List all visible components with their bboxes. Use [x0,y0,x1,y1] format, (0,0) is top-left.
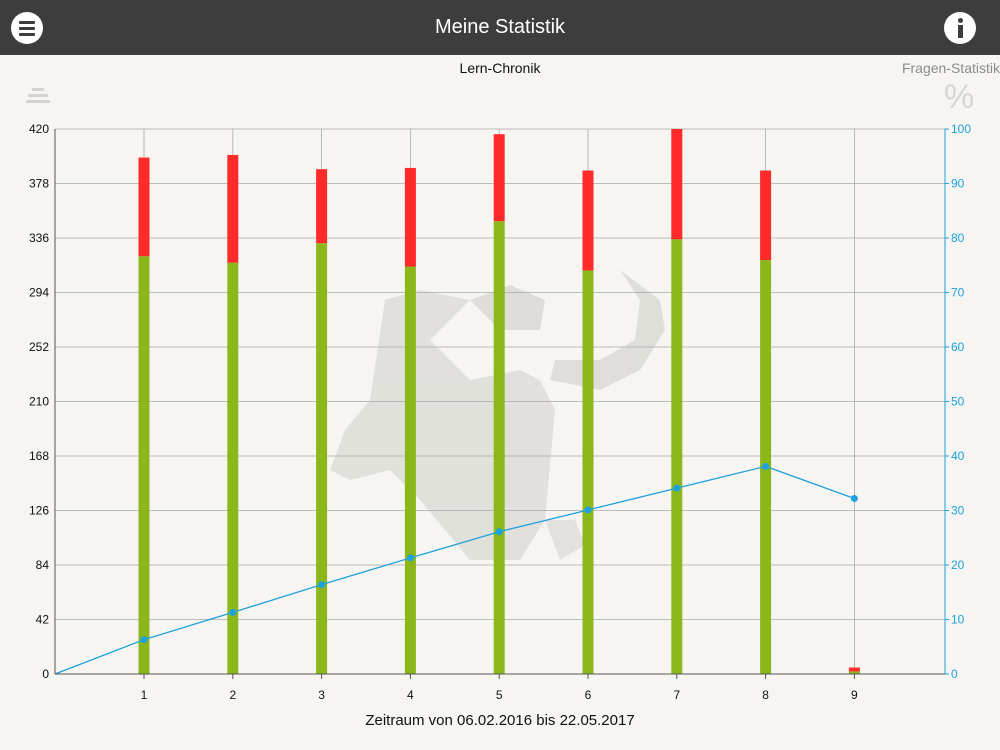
app-header: Meine Statistik [0,0,1000,55]
x-tick-label: 4 [407,688,414,702]
percent-point [762,462,770,470]
y2-tick-label: 90 [951,177,965,191]
y2-tick-label: 30 [951,504,965,518]
list-lines-icon[interactable] [26,88,50,108]
x-tick-label: 7 [673,688,680,702]
tab-fragen-statistik[interactable]: Fragen-Statistik [901,60,1000,76]
percent-point [140,636,148,644]
percent-point [584,506,592,514]
bar-wrong [227,154,239,263]
bar-wrong [582,170,594,271]
y2-tick-label: 70 [951,286,965,300]
y2-tick-label: 80 [951,231,965,245]
bar-wrong [138,157,150,257]
y-tick-label: 378 [29,177,49,191]
x-tick-label: 9 [851,688,858,702]
hamburger-menu-icon[interactable] [11,12,43,44]
y-tick-label: 126 [29,504,49,518]
percent-point [673,484,681,492]
y-tick-label: 336 [29,231,49,245]
y2-tick-label: 20 [951,558,965,572]
y-tick-label: 42 [36,613,50,627]
y2-tick-label: 10 [951,613,965,627]
x-tick-label: 8 [762,688,769,702]
bar-correct [493,221,505,674]
percent-point [229,608,237,616]
y2-tick-label: 40 [951,449,965,463]
bar-correct [138,256,150,674]
x-tick-label: 6 [585,688,592,702]
bar-wrong [316,169,328,244]
y-tick-label: 84 [36,558,50,572]
percent-point [495,528,503,536]
y-tick-label: 252 [29,340,49,354]
y-tick-label: 294 [29,286,49,300]
bar-correct [227,262,239,674]
bar-correct [848,671,860,674]
bar-correct [316,243,328,674]
y-tick-label: 0 [42,667,49,681]
learning-chronicle-chart: 0428412616821025229433637842001020304050… [29,122,971,702]
date-range-label: Zeitraum von 06.02.2016 bis 22.05.2017 [365,712,635,729]
bar-wrong [493,134,505,222]
percent-line [54,465,855,675]
percent-point [406,554,414,562]
bar-correct [582,270,594,674]
bar-correct [404,266,416,674]
y-tick-label: 210 [29,395,49,409]
percent-icon[interactable]: % [944,78,975,116]
bar-correct [671,239,683,675]
bar-wrong [760,170,772,261]
percent-point [850,495,858,503]
x-tick-label: 1 [141,688,148,702]
tab-lern-chronik[interactable]: Lern-Chronik [459,60,541,76]
y2-tick-label: 50 [951,395,965,409]
y-tick-label: 420 [29,122,49,136]
percent-point [318,581,326,589]
y2-tick-label: 60 [951,340,965,354]
x-tick-label: 3 [318,688,325,702]
x-tick-label: 2 [229,688,236,702]
page-title: Meine Statistik [434,16,566,38]
x-tick-label: 5 [496,688,503,702]
y2-tick-label: 100 [951,122,971,136]
y2-tick-label: 0 [951,667,958,681]
bar-wrong [671,129,683,240]
bar-wrong [404,167,416,267]
y-tick-label: 168 [29,449,49,463]
info-icon[interactable] [944,12,976,44]
bar-wrong [848,667,860,672]
